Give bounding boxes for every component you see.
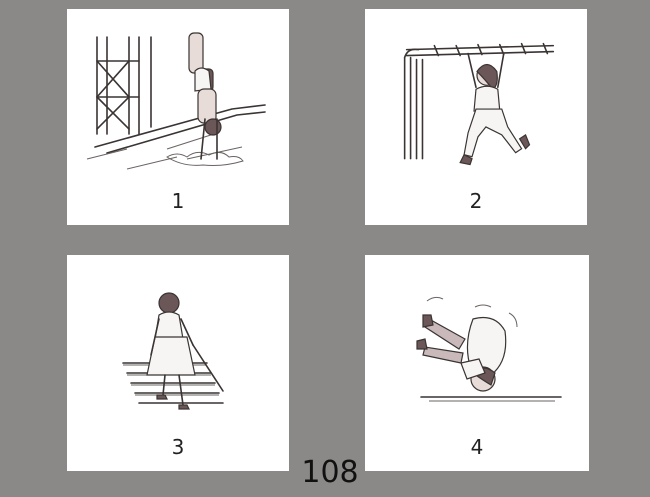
panel-number: 4 bbox=[470, 435, 484, 459]
panel-number: 1 bbox=[171, 189, 185, 213]
panel-2: 2 bbox=[365, 9, 587, 225]
panel-4: 4 bbox=[365, 255, 589, 471]
page-number: 108 bbox=[301, 455, 359, 490]
stairs-cane-icon bbox=[122, 292, 224, 410]
handstand-pool-icon bbox=[86, 32, 266, 170]
monkey-bars-icon bbox=[403, 42, 555, 166]
panel-number: 3 bbox=[171, 435, 185, 459]
panel-1: 1 bbox=[67, 9, 289, 225]
fall-tumble-icon bbox=[416, 296, 562, 402]
panel-3: 3 bbox=[67, 255, 289, 471]
panel-number: 2 bbox=[469, 189, 483, 213]
